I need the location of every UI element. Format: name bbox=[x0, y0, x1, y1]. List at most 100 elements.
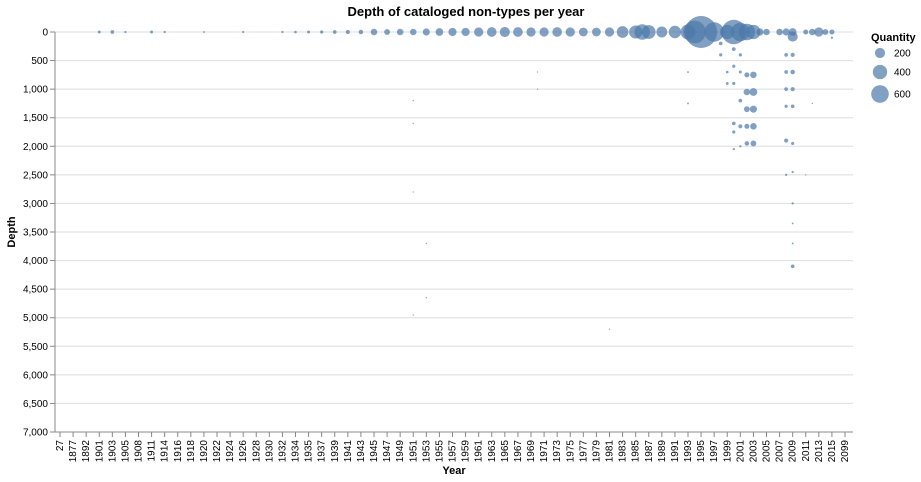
legend-label: 400 bbox=[894, 68, 911, 79]
x-tick-label: 2099 bbox=[840, 440, 851, 463]
x-tick-label: 1993 bbox=[683, 440, 694, 463]
data-point bbox=[616, 26, 629, 38]
x-tick-label: 1981 bbox=[605, 440, 616, 463]
x-tick-label: 1977 bbox=[578, 440, 589, 463]
data-point bbox=[830, 36, 834, 39]
y-tick-label: 6,000 bbox=[23, 370, 48, 381]
data-point bbox=[738, 53, 742, 57]
y-tick-label: 1,500 bbox=[23, 113, 48, 124]
data-point bbox=[320, 30, 324, 34]
data-point bbox=[435, 28, 444, 36]
x-tick-label: 1971 bbox=[539, 440, 550, 463]
chart-title: Depth of cataloged non-types per year bbox=[348, 4, 585, 19]
data-point bbox=[412, 122, 414, 125]
y-tick-label: 0 bbox=[42, 28, 48, 39]
data-point bbox=[787, 31, 798, 42]
data-point bbox=[790, 52, 795, 57]
data-point bbox=[370, 28, 378, 36]
data-point bbox=[536, 71, 539, 73]
data-points bbox=[97, 16, 835, 330]
data-point bbox=[486, 27, 497, 37]
data-point bbox=[384, 29, 391, 35]
x-tick-label: 1903 bbox=[107, 440, 118, 463]
x-tick-label: 1985 bbox=[631, 440, 642, 463]
data-point bbox=[738, 98, 743, 103]
data-point bbox=[97, 30, 101, 34]
data-point bbox=[412, 314, 414, 316]
data-point bbox=[784, 53, 788, 57]
data-point bbox=[150, 30, 154, 34]
x-tick-label: 1959 bbox=[461, 440, 472, 463]
y-tick-label: 4,500 bbox=[23, 285, 48, 296]
data-point bbox=[732, 64, 736, 68]
legend-label: 200 bbox=[894, 49, 911, 60]
data-point bbox=[687, 71, 689, 73]
data-point bbox=[725, 70, 729, 74]
x-tick-label: 1939 bbox=[330, 440, 341, 463]
data-point bbox=[719, 53, 723, 57]
x-tick-label: 1922 bbox=[212, 440, 223, 463]
data-point bbox=[412, 191, 414, 193]
data-point bbox=[425, 297, 427, 299]
data-point bbox=[732, 148, 735, 151]
data-point bbox=[811, 102, 813, 105]
data-point bbox=[513, 27, 523, 37]
data-point bbox=[163, 30, 166, 34]
data-point bbox=[592, 27, 601, 37]
data-point bbox=[784, 173, 788, 176]
x-tick-label: 1911 bbox=[147, 440, 158, 462]
data-point bbox=[776, 28, 783, 36]
data-point bbox=[743, 88, 751, 96]
legend-symbol bbox=[872, 64, 888, 80]
data-point bbox=[412, 99, 414, 102]
data-point bbox=[763, 28, 770, 36]
data-point bbox=[738, 70, 742, 74]
data-point bbox=[750, 140, 757, 147]
x-tick-label: 1997 bbox=[709, 440, 720, 463]
x-tick-label: 2011 bbox=[801, 440, 812, 462]
legend-symbol bbox=[874, 47, 886, 59]
gridlines bbox=[55, 31, 853, 433]
data-point bbox=[604, 27, 615, 37]
data-point bbox=[756, 28, 764, 36]
y-tick-label: 500 bbox=[31, 56, 48, 67]
data-point bbox=[461, 27, 470, 37]
data-point bbox=[608, 328, 611, 330]
data-point bbox=[409, 28, 417, 36]
x-axis: 27 1877 1892 1901 1903 1905 1908 1911 1914 1916 19… bbox=[55, 431, 853, 463]
x-tick-label: 2003 bbox=[748, 440, 759, 463]
data-point bbox=[539, 27, 549, 37]
x-tick-label: 1945 bbox=[369, 440, 380, 463]
x-tick-label: 1949 bbox=[395, 440, 406, 463]
x-axis-title: Year bbox=[442, 465, 466, 477]
data-point bbox=[803, 29, 809, 35]
y-axis: 0 500 1,000 1,500 2,000 2,500 3,000 3,500 4,000 4… bbox=[23, 28, 56, 439]
x-tick-label: 1918 bbox=[186, 440, 197, 463]
x-tick-label: 1930 bbox=[264, 440, 275, 463]
data-point bbox=[687, 102, 689, 105]
data-point bbox=[242, 30, 245, 34]
y-axis-title: Depth bbox=[6, 216, 18, 247]
x-tick-label: 1926 bbox=[238, 440, 249, 463]
x-tick-label: 1901 bbox=[94, 440, 105, 463]
data-point bbox=[738, 124, 743, 129]
x-tick-label: 1892 bbox=[81, 440, 92, 463]
data-point bbox=[578, 27, 588, 37]
x-tick-label: 2009 bbox=[788, 440, 799, 463]
x-tick-label: 1951 bbox=[408, 440, 419, 463]
data-point bbox=[829, 29, 835, 35]
data-point bbox=[744, 141, 750, 146]
x-tick-label: 1989 bbox=[657, 440, 668, 463]
x-tick-label: 1941 bbox=[343, 440, 354, 463]
data-point bbox=[725, 81, 729, 85]
x-tick-label: 1963 bbox=[487, 440, 498, 463]
y-tick-label: 4,000 bbox=[23, 256, 48, 267]
y-tick-label: 1,000 bbox=[23, 85, 48, 96]
x-tick-label: 1955 bbox=[434, 440, 445, 463]
data-point bbox=[749, 88, 758, 96]
data-point bbox=[499, 26, 510, 38]
x-tick-label: 1979 bbox=[591, 440, 602, 463]
y-tick-label: 7,000 bbox=[23, 428, 48, 439]
data-point bbox=[110, 30, 115, 34]
